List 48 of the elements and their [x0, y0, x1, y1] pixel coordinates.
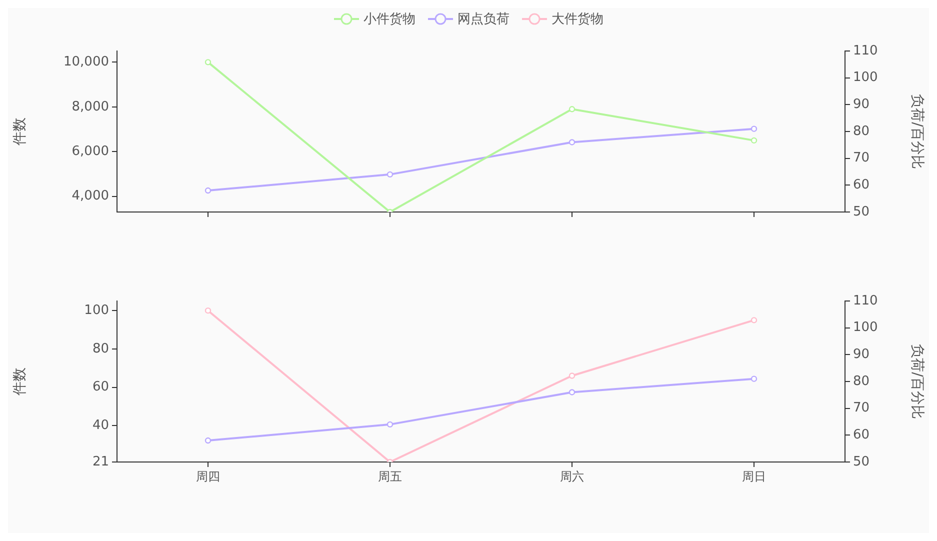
y-tick-label: 6,000 [72, 144, 109, 159]
y2-tick-label: 60 [853, 178, 870, 193]
y-tick-label: 8,000 [72, 99, 109, 114]
y2-tick-label: 70 [853, 400, 870, 416]
y2-tick-label: 90 [853, 97, 870, 112]
point [568, 372, 576, 379]
y2-tick-label: 100 [853, 70, 878, 86]
point [204, 307, 212, 314]
legend-label: 网点负荷 [458, 11, 510, 28]
point [386, 421, 394, 428]
y2-tick-label: 100 [853, 320, 878, 336]
y2-tick-label: 90 [853, 347, 870, 362]
y-tick-label: 40 [92, 418, 109, 433]
y-tick-label: 4,000 [72, 188, 109, 204]
y2-tick-label: 110 [853, 43, 878, 58]
y-tick-label: 100 [84, 302, 109, 318]
x-tick-label: 周五 [378, 469, 402, 484]
point [750, 126, 758, 132]
y-tick-label: 10,000 [64, 54, 109, 70]
y2-tick-label: 50 [853, 204, 870, 220]
y-tick-label: 80 [92, 341, 109, 356]
y2-axis-title: 负荷/百分比 [908, 94, 925, 169]
point [386, 171, 394, 178]
point [750, 376, 758, 382]
y-tick-label: 60 [92, 380, 109, 395]
x-tick-label: 周六 [560, 469, 584, 484]
point [204, 437, 212, 444]
y-axis-title: 件数 [12, 368, 28, 396]
y2-tick-label: 80 [853, 374, 870, 389]
point [568, 389, 576, 396]
x-tick-label: 周四 [196, 469, 220, 484]
y2-axis-title: 负荷/百分比 [908, 344, 925, 419]
point [750, 137, 758, 144]
point [204, 59, 212, 66]
y-tick-label: 21 [92, 454, 109, 470]
legend-label: 小件货物 [364, 11, 416, 28]
y2-tick-label: 80 [853, 124, 870, 139]
point [750, 317, 758, 324]
y2-tick-label: 60 [853, 428, 870, 443]
y2-tick-label: 110 [853, 293, 878, 308]
x-tick-label: 周日 [742, 469, 766, 484]
y2-tick-label: 70 [853, 150, 870, 166]
point [204, 187, 212, 194]
legend-label: 大件货物 [552, 11, 604, 28]
point [568, 106, 576, 112]
y2-tick-label: 50 [853, 454, 870, 470]
point [568, 139, 576, 146]
y-axis-title: 件数 [12, 118, 28, 146]
